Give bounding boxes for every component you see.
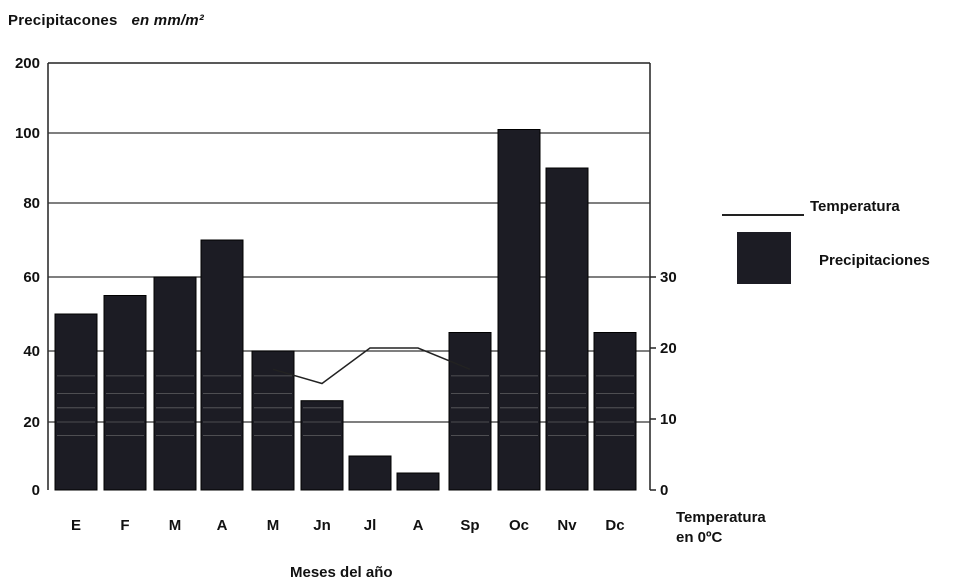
right-tick-label-0: 0: [660, 482, 668, 499]
bar-a-7: [396, 472, 440, 491]
left-tick-label-20: 20: [23, 414, 40, 431]
left-tick-label-40: 40: [23, 343, 40, 360]
bar-jn-5: [300, 400, 344, 491]
legend-label-temperatura: Temperatura: [810, 198, 900, 215]
bar-dc-11: [593, 332, 637, 491]
right-axis-title-line1: Temperatura: [676, 509, 766, 526]
x-tick-label-9: Oc: [509, 517, 529, 534]
right-axis-title: Temperatura en 0ºC: [676, 508, 786, 548]
right-tick-label-30: 30: [660, 269, 677, 286]
x-tick-label-1: F: [120, 517, 129, 534]
chart-title: Precipitacones en mm/m²: [8, 12, 204, 29]
bar-oc-9: [497, 129, 541, 491]
left-tick-label-80: 80: [23, 195, 40, 212]
right-axis-title-line2: en 0ºC: [676, 529, 723, 546]
bar-a-3: [200, 239, 244, 491]
x-tick-label-7: A: [413, 517, 424, 534]
x-tick-label-0: E: [71, 517, 81, 534]
legend-item-precipitaciones: Precipitaciones: [737, 232, 962, 288]
bar-jl-6: [348, 455, 392, 491]
bar-m-2: [153, 276, 197, 491]
right-tick-label-20: 20: [660, 340, 677, 357]
bar-nv-10: [545, 167, 589, 491]
left-tick-label-200: 200: [15, 55, 40, 72]
legend-label-precipitaciones: Precipitaciones: [819, 252, 930, 269]
legend-item-temperatura: Temperatura: [722, 198, 962, 220]
legend-bar-swatch: [737, 232, 791, 284]
x-tick-label-4: M: [267, 517, 280, 534]
left-tick-label-60: 60: [23, 269, 40, 286]
x-tick-label-11: Dc: [605, 517, 624, 534]
temperature-line: [272, 347, 471, 385]
x-tick-label-5: Jn: [313, 517, 331, 534]
chart-title-units: en mm/m²: [131, 12, 204, 29]
right-tick-label-10: 10: [660, 411, 677, 428]
x-tick-label-6: Jl: [364, 517, 377, 534]
x-tick-label-2: M: [169, 517, 182, 534]
x-tick-label-8: Sp: [460, 517, 479, 534]
x-axis-title: Meses del año: [290, 564, 393, 581]
left-tick-label-0: 0: [32, 482, 40, 499]
bar-sp-8: [448, 332, 492, 491]
bar-f-1: [103, 295, 147, 491]
bar-e-0: [54, 313, 98, 491]
x-tick-label-10: Nv: [557, 517, 577, 534]
bar-m-4: [251, 350, 295, 491]
left-tick-label-100: 100: [15, 125, 40, 142]
legend-line-swatch: [722, 214, 804, 216]
x-tick-label-3: A: [217, 517, 228, 534]
chart-title-text: Precipitacones: [8, 12, 118, 29]
